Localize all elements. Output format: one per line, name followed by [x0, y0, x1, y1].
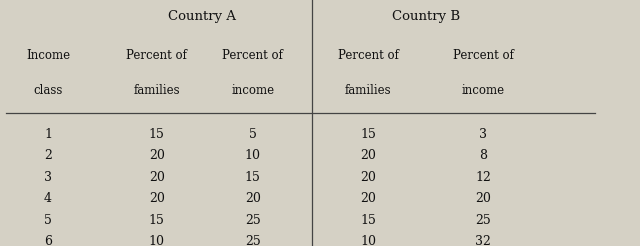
Text: 10: 10	[360, 235, 376, 246]
Text: 5: 5	[44, 214, 52, 227]
Text: 20: 20	[245, 192, 260, 205]
Text: Country A: Country A	[168, 10, 236, 23]
Text: 20: 20	[149, 149, 164, 162]
Text: Income: Income	[26, 49, 70, 62]
Text: 20: 20	[360, 192, 376, 205]
Text: 25: 25	[476, 214, 491, 227]
Text: 15: 15	[360, 214, 376, 227]
Text: 15: 15	[149, 214, 164, 227]
Text: income: income	[231, 84, 275, 97]
Text: 15: 15	[245, 171, 260, 184]
Text: 20: 20	[476, 192, 491, 205]
Text: 6: 6	[44, 235, 52, 246]
Text: 15: 15	[149, 128, 164, 141]
Text: 25: 25	[245, 235, 260, 246]
Text: 2: 2	[44, 149, 52, 162]
Text: 25: 25	[245, 214, 260, 227]
Text: income: income	[461, 84, 505, 97]
Text: families: families	[134, 84, 180, 97]
Text: families: families	[345, 84, 391, 97]
Text: 10: 10	[245, 149, 261, 162]
Text: 8: 8	[479, 149, 487, 162]
Text: Percent of: Percent of	[222, 49, 284, 62]
Text: 20: 20	[360, 149, 376, 162]
Text: Country B: Country B	[392, 10, 460, 23]
Text: 20: 20	[149, 192, 164, 205]
Text: 5: 5	[249, 128, 257, 141]
Text: 3: 3	[479, 128, 487, 141]
Text: 10: 10	[149, 235, 165, 246]
Text: Percent of: Percent of	[452, 49, 514, 62]
Text: 15: 15	[360, 128, 376, 141]
Text: 20: 20	[149, 171, 164, 184]
Text: 1: 1	[44, 128, 52, 141]
Text: 32: 32	[476, 235, 491, 246]
Text: 20: 20	[360, 171, 376, 184]
Text: 3: 3	[44, 171, 52, 184]
Text: Percent of: Percent of	[126, 49, 188, 62]
Text: Percent of: Percent of	[337, 49, 399, 62]
Text: class: class	[33, 84, 63, 97]
Text: 12: 12	[476, 171, 491, 184]
Text: 4: 4	[44, 192, 52, 205]
